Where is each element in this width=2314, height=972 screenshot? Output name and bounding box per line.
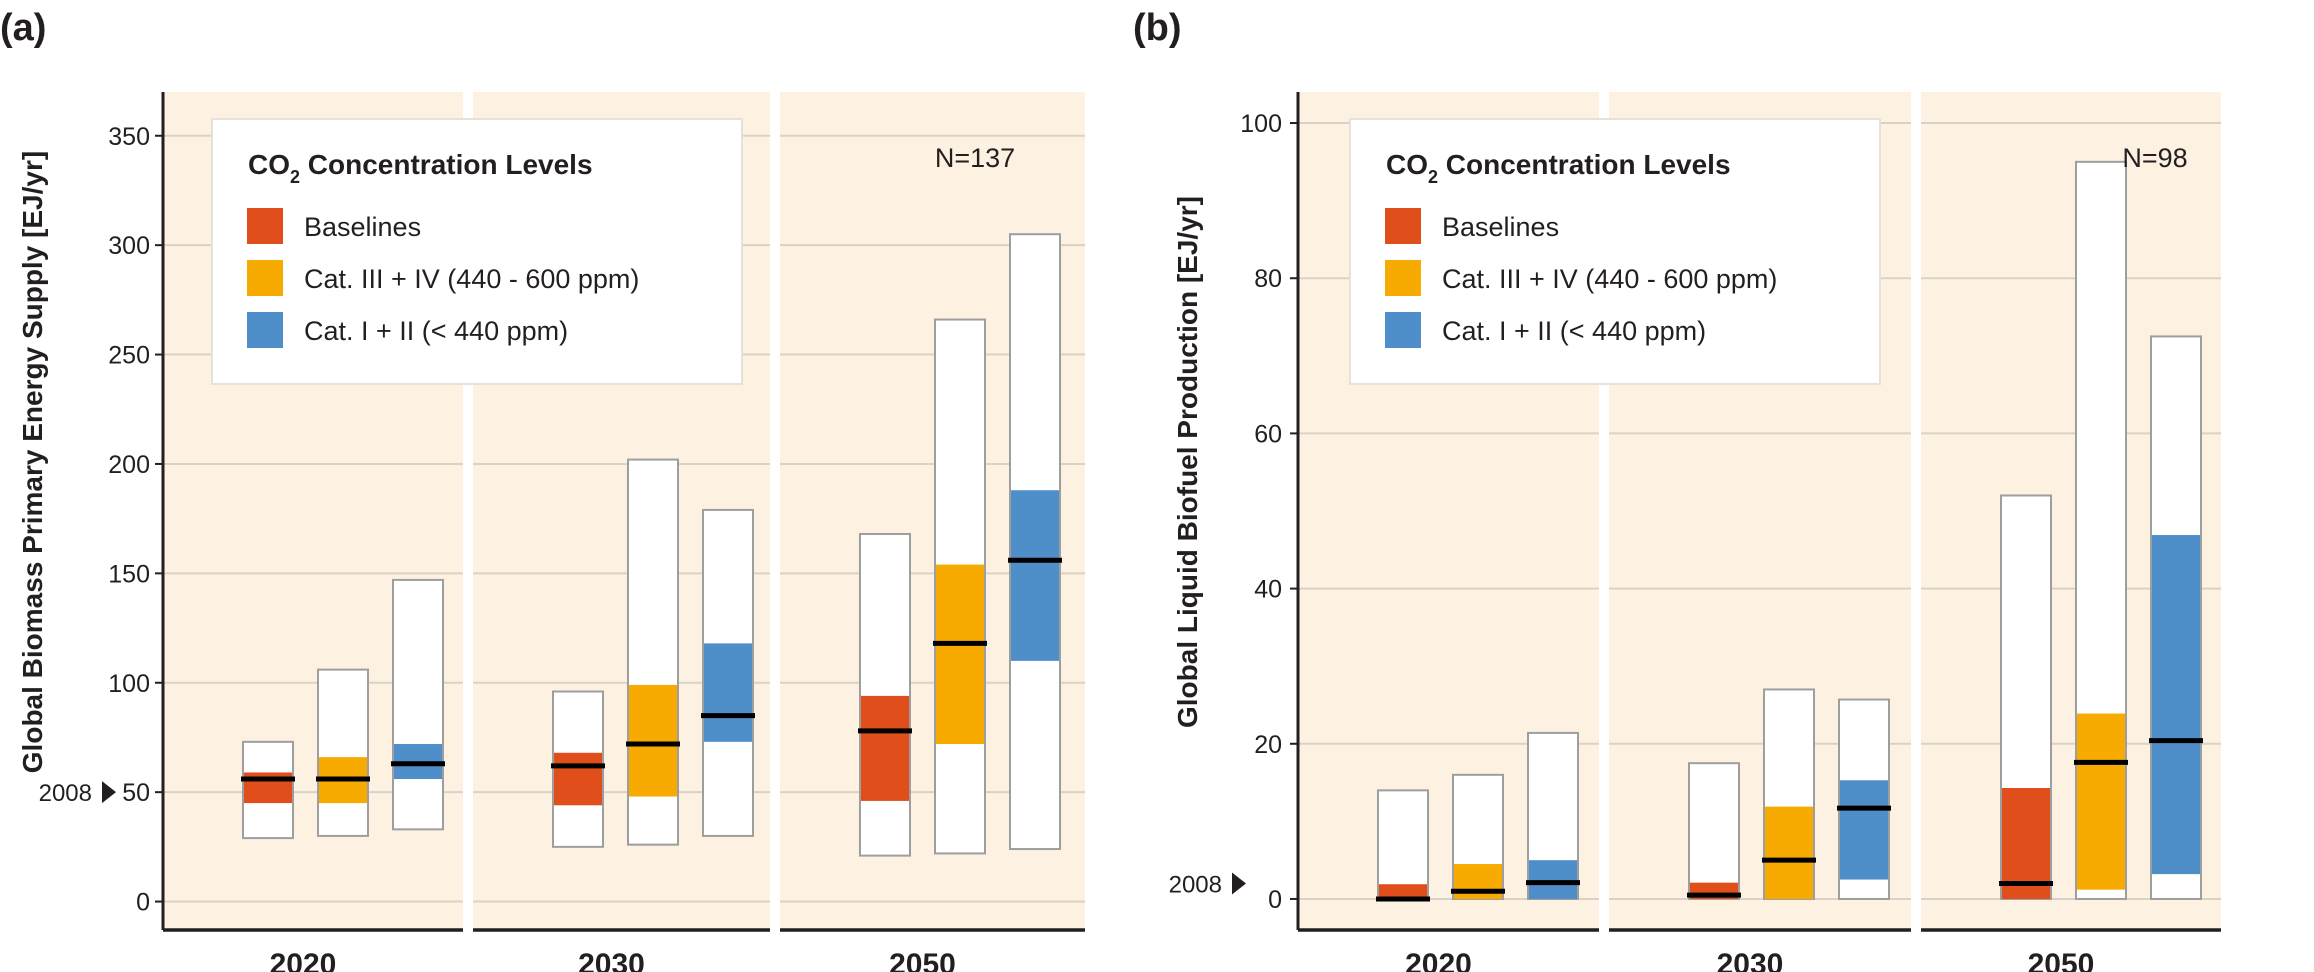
interquartile-bar	[1454, 864, 1502, 899]
reference-year-label: 2008	[1169, 871, 1222, 898]
y-tick-label: 100	[108, 670, 150, 698]
y-tick-label: 0	[136, 889, 150, 917]
legend: CO2 Concentration Levels Baselines Cat. II…	[1349, 118, 1881, 385]
sample-size-annotation: N=98	[2122, 143, 2187, 173]
legend-swatch	[247, 208, 283, 244]
y-tick-label: 300	[108, 232, 150, 260]
x-category-label: 2050	[2028, 948, 2095, 972]
legend-box	[211, 118, 743, 385]
chart-panel-b: 0 20 40 60 80 100 2008 2020 2030 2050 CO2 Concentr…	[1133, 7, 2221, 972]
y-tick-label: 250	[108, 342, 150, 370]
legend-swatch	[1385, 260, 1421, 296]
legend-swatch	[1385, 208, 1421, 244]
reference-arrow-icon	[1232, 872, 1246, 895]
legend: CO2 Concentration Levels Baselines Cat. II…	[211, 118, 743, 385]
interquartile-bar	[1011, 490, 1059, 661]
y-tick-label: 20	[1254, 731, 1282, 759]
interquartile-bar	[2002, 788, 2050, 899]
interquartile-bar	[1840, 780, 1888, 880]
range-bar	[392, 578, 444, 831]
range-bar	[317, 668, 369, 837]
y-axis-label: Global Biomass Primary Energy Supply [EJ…	[17, 151, 48, 773]
panel-label: (a)	[0, 7, 46, 49]
legend-swatch	[247, 260, 283, 296]
x-category-label: 2050	[889, 948, 956, 972]
range-bar	[1688, 762, 1740, 900]
interquartile-bar	[554, 752, 602, 806]
y-tick-label: 150	[108, 560, 150, 588]
interquartile-bar	[2152, 535, 2200, 875]
interquartile-bar	[629, 684, 677, 797]
range-bar	[859, 532, 911, 857]
interquartile-bar	[1529, 860, 1577, 899]
panel-label: (b)	[1133, 7, 1182, 49]
y-tick-label: 350	[108, 123, 150, 151]
chart-panel-a: 0 50 100 150 200 250 300 350 2008 2020 2030 2050 CO2…	[0, 7, 1085, 972]
legend-swatch	[247, 312, 283, 348]
y-tick-label: 50	[122, 779, 150, 807]
legend-swatch	[1385, 312, 1421, 348]
y-tick-label: 80	[1254, 265, 1282, 293]
reference-arrow-icon	[102, 781, 116, 804]
y-tick-label: 60	[1254, 420, 1282, 448]
interquartile-bar	[936, 564, 984, 745]
x-category-label: 2020	[270, 948, 337, 972]
x-category-label: 2030	[1717, 948, 1784, 972]
range-bar	[1377, 789, 1429, 900]
legend-item-label: Cat. III + IV (440 - 600 ppm)	[1442, 264, 1777, 294]
legend-box	[1349, 118, 1881, 385]
legend-title: CO2 Concentration Levels	[248, 149, 593, 187]
interquartile-bar	[704, 643, 752, 742]
x-category-label: 2030	[578, 948, 645, 972]
legend-item-label: Baselines	[304, 212, 421, 242]
sample-size-annotation: N=137	[935, 143, 1015, 173]
reference-year-label: 2008	[39, 780, 92, 807]
interquartile-bar	[861, 695, 909, 801]
legend-item-label: Cat. I + II (< 440 ppm)	[1442, 316, 1706, 346]
interquartile-bar	[2077, 713, 2125, 890]
interquartile-bar	[1379, 884, 1427, 899]
y-tick-label: 40	[1254, 576, 1282, 604]
legend-item-label: Cat. III + IV (440 - 600 ppm)	[304, 264, 639, 294]
y-tick-label: 100	[1240, 110, 1282, 138]
interquartile-bar	[1765, 806, 1813, 899]
x-category-label: 2020	[1405, 948, 1472, 972]
legend-title: CO2 Concentration Levels	[1386, 149, 1731, 187]
y-tick-label: 200	[108, 451, 150, 479]
y-axis-label: Global Liquid Biofuel Production [EJ/yr]	[1172, 196, 1203, 728]
legend-item-label: Cat. I + II (< 440 ppm)	[304, 316, 568, 346]
y-tick-label: 0	[1268, 886, 1282, 914]
legend-item-label: Baselines	[1442, 212, 1559, 242]
